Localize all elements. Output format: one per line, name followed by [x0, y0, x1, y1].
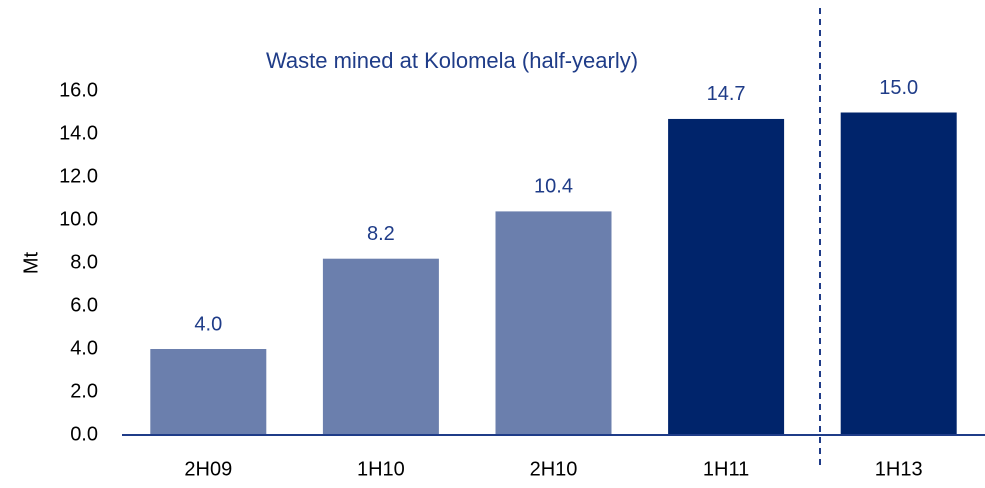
data-label: 4.0	[194, 313, 222, 335]
bar	[668, 118, 785, 435]
y-tick-label: 2.0	[70, 380, 98, 402]
x-tick-label: 2H09	[184, 458, 232, 480]
chart-title: Waste mined at Kolomela (half-yearly)	[266, 48, 638, 73]
x-tick-label: 1H13	[875, 458, 923, 480]
y-tick-label: 0.0	[70, 423, 98, 445]
data-label: 14.7	[707, 83, 746, 105]
y-tick-label: 14.0	[59, 122, 98, 144]
y-tick-label: 12.0	[59, 165, 98, 187]
x-tick-label: 1H10	[357, 458, 405, 480]
y-tick-label: 16.0	[59, 79, 98, 101]
data-label: 15.0	[879, 77, 918, 99]
x-tick-label: 2H10	[530, 458, 578, 480]
y-tick-label: 8.0	[70, 251, 98, 273]
y-tick-label: 6.0	[70, 294, 98, 316]
y-axis-label: Mt	[20, 251, 42, 274]
x-tick-label: 1H11	[703, 458, 749, 480]
data-label: 8.2	[367, 223, 395, 245]
bar	[495, 211, 612, 435]
bar	[840, 112, 957, 435]
bar	[150, 349, 267, 435]
y-tick-label: 10.0	[59, 208, 98, 230]
bar	[322, 258, 439, 435]
y-tick-label: 4.0	[70, 337, 98, 359]
data-label: 10.4	[534, 176, 573, 198]
